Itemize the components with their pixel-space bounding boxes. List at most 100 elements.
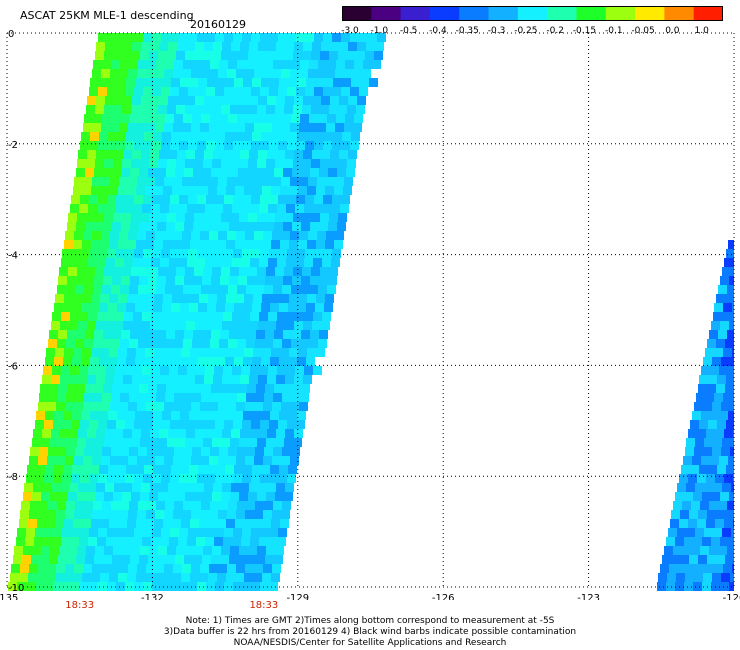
swath-pixel <box>174 339 183 348</box>
swath-pixel <box>303 150 312 159</box>
swath-pixel <box>84 285 93 294</box>
swath-pixel <box>143 528 152 537</box>
swath-pixel <box>236 231 245 240</box>
swath-pixel <box>150 429 159 438</box>
swath-pixel <box>732 393 734 402</box>
swath-pixel <box>175 555 184 564</box>
swath-pixel <box>194 492 203 501</box>
swath-pixel <box>236 510 245 519</box>
swath-pixel <box>126 357 135 366</box>
colorbar-segment <box>488 6 519 21</box>
swath-pixel <box>218 177 227 186</box>
swath-pixel <box>122 105 131 114</box>
swath-pixel <box>145 240 154 249</box>
swath-pixel <box>116 141 125 150</box>
swath-pixel <box>188 528 197 537</box>
swath-pixel <box>222 321 231 330</box>
swath-pixel <box>315 303 324 312</box>
swath-pixel <box>29 564 38 573</box>
swath-pixel <box>134 87 143 96</box>
swath-pixel <box>168 42 177 51</box>
swath-pixel <box>118 240 127 249</box>
swath-pixel <box>259 537 268 546</box>
swath-pixel <box>332 195 341 204</box>
swath-pixel <box>238 555 247 564</box>
swath-pixel <box>132 375 141 384</box>
colorbar-segment <box>693 6 724 21</box>
swath-pixel <box>365 51 374 60</box>
swath-pixel <box>161 141 170 150</box>
swath-pixel <box>303 42 312 51</box>
swath-pixel <box>245 231 254 240</box>
swath-pixel <box>155 456 164 465</box>
swath-pixel <box>60 375 69 384</box>
swath-pixel <box>662 555 671 564</box>
swath-pixel <box>312 321 321 330</box>
swath-pixel <box>166 330 175 339</box>
swath-pixel <box>105 429 114 438</box>
swath-pixel <box>64 240 73 249</box>
swath-pixel <box>98 582 107 591</box>
swath-pixel <box>201 501 210 510</box>
swath-pixel <box>260 249 269 258</box>
swath-pixel <box>245 177 254 186</box>
swath-pixel <box>728 240 734 249</box>
swath-pixel <box>284 105 293 114</box>
swath-pixel <box>129 285 138 294</box>
swath-pixel <box>237 60 246 69</box>
swath-pixel <box>314 141 323 150</box>
swath-pixel <box>323 33 332 42</box>
swath-pixel <box>135 132 144 141</box>
swath-pixel <box>70 312 79 321</box>
swath-pixel <box>368 33 377 42</box>
swath-pixel <box>177 96 186 105</box>
swath-pixel <box>102 285 111 294</box>
swath-pixel <box>249 42 258 51</box>
swath-pixel <box>286 204 295 213</box>
swath-pixel <box>215 141 224 150</box>
swath-pixel <box>302 159 311 168</box>
map-date: 20160129 <box>190 18 246 31</box>
swath-pixel <box>226 294 235 303</box>
swath-pixel <box>218 456 227 465</box>
swath-pixel <box>260 141 269 150</box>
swath-pixel <box>89 474 98 483</box>
swath-pixel <box>217 573 226 582</box>
swath-pixel <box>205 312 214 321</box>
swath-pixel <box>179 195 188 204</box>
swath-pixel <box>234 303 243 312</box>
swath-pixel <box>293 267 302 276</box>
swath-pixel <box>347 159 356 168</box>
swath-pixel <box>137 402 146 411</box>
swath-pixel <box>337 168 346 177</box>
swath-pixel <box>268 204 277 213</box>
swath-pixel <box>698 384 707 393</box>
swath-pixel <box>108 303 117 312</box>
swath-pixel <box>182 69 191 78</box>
swath-pixel <box>255 447 264 456</box>
colorbar-label: -0.5 <box>399 26 418 36</box>
swath-pixel <box>227 69 236 78</box>
swath-pixel <box>119 456 128 465</box>
swath-pixel <box>173 564 182 573</box>
swath-pixel <box>252 303 261 312</box>
swath-pixel <box>199 519 208 528</box>
swath-pixel <box>70 537 79 546</box>
swath-pixel <box>294 321 303 330</box>
swath-pixel <box>88 204 97 213</box>
swath-pixel <box>105 483 114 492</box>
swath-pixel <box>730 402 734 411</box>
swath-pixel <box>146 231 155 240</box>
swath-pixel <box>179 87 188 96</box>
swath-pixel <box>151 258 160 267</box>
swath-pixel <box>141 429 150 438</box>
swath-pixel <box>300 339 309 348</box>
swath-pixel <box>168 150 177 159</box>
swath-pixel <box>145 348 154 357</box>
swath-pixel <box>86 438 95 447</box>
swath-pixel <box>99 303 108 312</box>
swath-pixel <box>233 87 242 96</box>
swath-pixel <box>726 465 734 474</box>
swath-pixel <box>89 195 98 204</box>
swath-pixel <box>222 429 231 438</box>
